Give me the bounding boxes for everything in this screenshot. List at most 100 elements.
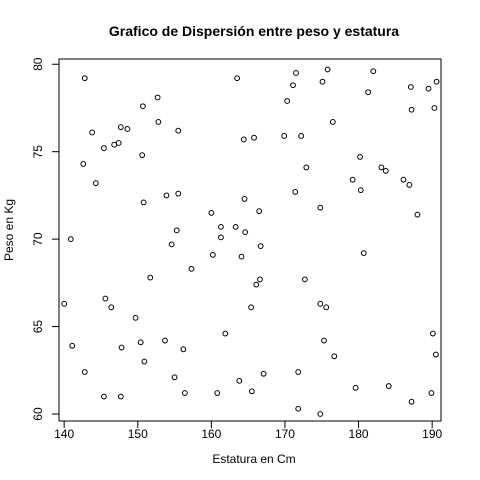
data-point (222, 330, 229, 337)
data-point (382, 168, 389, 174)
data-point (284, 98, 291, 104)
data-point (248, 304, 255, 311)
data-point (378, 164, 385, 171)
data-point (154, 94, 161, 101)
data-point (81, 75, 88, 82)
data-point (324, 66, 331, 73)
data-point (248, 388, 255, 395)
data-point (357, 154, 363, 160)
data-point (251, 134, 257, 141)
data-point (432, 351, 439, 358)
data-point (173, 227, 180, 234)
data-point (214, 390, 221, 396)
x-tick-label: 160 (201, 427, 221, 441)
x-tick-label: 180 (349, 427, 369, 441)
data-point (281, 133, 288, 139)
data-point (118, 344, 125, 351)
data-point (209, 251, 216, 258)
data-point (232, 223, 239, 230)
data-point (365, 89, 372, 96)
data-point (257, 243, 264, 250)
y-tick-label: 70 (31, 232, 45, 246)
data-point (240, 136, 247, 143)
chart-title: Grafico de Dispersión entre peso y estat… (109, 23, 399, 39)
data-point (329, 119, 336, 125)
data-point (357, 187, 364, 194)
data-point (181, 390, 188, 396)
data-point (295, 405, 302, 412)
data-point (408, 398, 415, 405)
data-point (100, 393, 107, 400)
data-point (414, 211, 421, 218)
data-point (290, 82, 296, 89)
data-point (260, 370, 267, 377)
data-point (140, 199, 147, 206)
data-point (100, 145, 107, 152)
data-points (61, 66, 440, 417)
data-point (69, 342, 76, 349)
plot-area (58, 58, 442, 422)
data-point (137, 339, 144, 346)
data-point (321, 337, 327, 344)
data-point (295, 369, 302, 375)
data-point (425, 85, 432, 92)
data-point (331, 353, 338, 360)
x-tick-label: 170 (275, 427, 295, 441)
data-point (319, 78, 326, 85)
data-point (89, 129, 96, 136)
data-point (385, 383, 392, 389)
data-point (234, 75, 241, 82)
data-point (303, 164, 310, 171)
data-point (407, 84, 414, 90)
x-tick-label: 190 (422, 427, 442, 441)
y-tick-label: 60 (31, 407, 45, 421)
data-point (108, 304, 115, 311)
data-point (188, 265, 195, 272)
data-point (257, 276, 263, 283)
y-tick-label: 65 (31, 320, 45, 334)
data-point (406, 182, 413, 188)
y-axis: 60 65 70 75 80 (31, 57, 60, 421)
data-point (218, 223, 224, 230)
x-axis-label: Estatura en Cm (212, 452, 295, 466)
data-point (433, 78, 440, 85)
data-point (175, 127, 182, 134)
data-point (298, 133, 305, 139)
data-point (175, 190, 182, 197)
data-point (317, 300, 324, 307)
data-point (370, 68, 377, 75)
x-tick-label: 150 (128, 427, 148, 441)
data-point (242, 229, 249, 236)
data-point (301, 276, 308, 283)
data-point (171, 374, 178, 381)
data-point (67, 236, 74, 243)
data-point (140, 103, 146, 110)
data-point (163, 192, 170, 199)
data-point (115, 140, 122, 146)
data-point (236, 377, 243, 384)
data-point (430, 330, 436, 337)
data-point (323, 304, 330, 311)
data-point (139, 152, 146, 159)
data-point (317, 204, 324, 211)
data-point (253, 281, 260, 288)
data-point (102, 295, 109, 302)
data-point (132, 314, 139, 321)
data-point (147, 274, 154, 281)
data-point (61, 300, 68, 307)
data-point (352, 384, 359, 391)
data-point (162, 337, 168, 344)
data-point (431, 105, 438, 111)
data-point (117, 393, 124, 400)
x-axis: 140 150 160 170 180 190 (54, 420, 442, 441)
data-point (400, 176, 407, 183)
y-tick-label: 80 (31, 57, 45, 71)
data-point (408, 106, 415, 113)
data-point (168, 241, 175, 248)
data-point (117, 124, 124, 131)
data-point (80, 161, 87, 167)
data-point (293, 70, 299, 76)
data-point (241, 196, 248, 202)
data-point (124, 126, 131, 132)
